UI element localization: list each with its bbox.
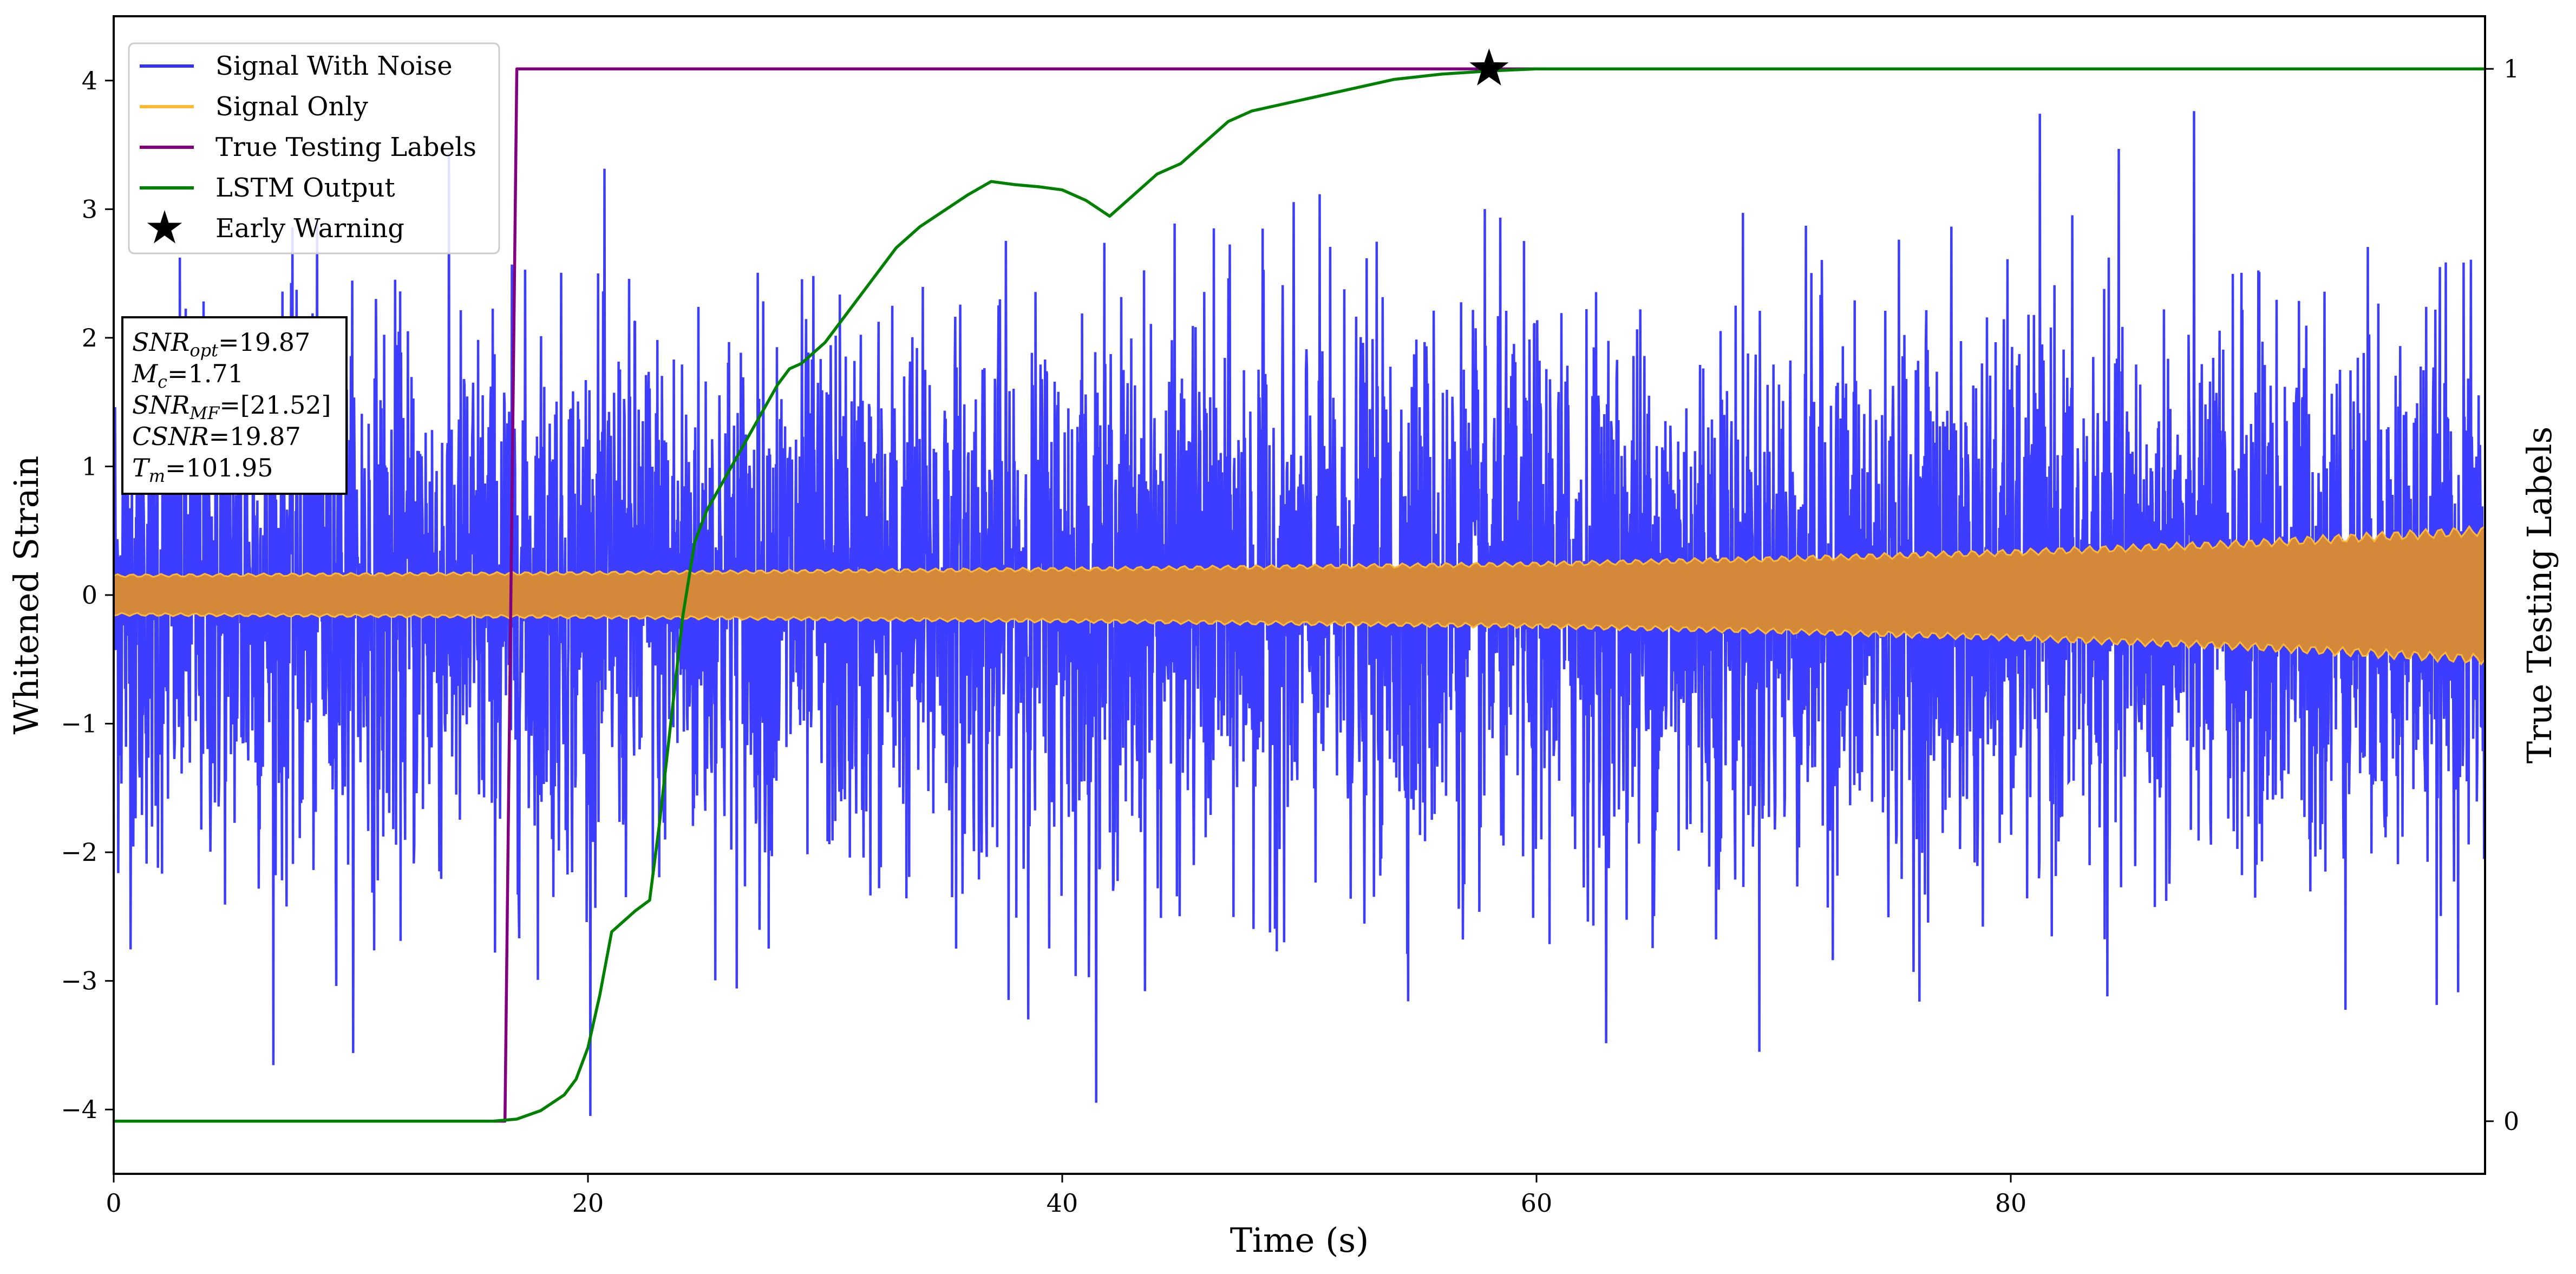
- y-tick-label: −4: [61, 1095, 97, 1124]
- legend-label: LSTM Output: [215, 173, 395, 203]
- snr-annotation-box: SNRopt=19.87Mc=1.71SNRMF=[21.52]CSNR=19.…: [121, 316, 348, 495]
- x-tick-label: 80: [1995, 1188, 2027, 1218]
- x-axis-title: Time (s): [1230, 1220, 1369, 1260]
- legend-label: Signal Only: [215, 92, 368, 122]
- legend-item: Signal Only: [140, 92, 368, 122]
- legend-label: Signal With Noise: [215, 51, 453, 81]
- annotation-line: SNRopt=19.87: [132, 328, 310, 361]
- annotation-line: Mc=1.71: [132, 359, 244, 392]
- series-signal-only: [114, 525, 2485, 666]
- legend-item: True Testing Labels: [140, 132, 476, 162]
- y-tick-label: −2: [61, 838, 97, 867]
- legend-label: Early Warning: [215, 213, 404, 244]
- early-warning-marker: [1469, 48, 1509, 86]
- legend-item: Early Warning: [147, 210, 404, 244]
- y2-axis-title: True Testing Labels: [2520, 427, 2559, 764]
- legend-item: Signal With Noise: [140, 51, 453, 81]
- y-axis-title: Whitened Strain: [6, 456, 46, 735]
- legend: Signal With Noise Signal Only True Testing…: [128, 42, 500, 254]
- annotation-line: SNRMF=[21.52]: [132, 390, 331, 423]
- x-tick-label: 40: [1047, 1188, 1078, 1218]
- annotation-frame: [121, 316, 348, 495]
- y-tick-label: 1: [82, 452, 97, 481]
- y-tick-label: 0: [82, 580, 97, 610]
- plot-area: [114, 67, 2485, 1123]
- legend-item: LSTM Output: [140, 173, 395, 203]
- y2-tick-label: 0: [2503, 1107, 2519, 1136]
- legend-star-icon: [147, 210, 182, 244]
- y-tick-label: 4: [82, 66, 97, 95]
- x-tick-label: 0: [106, 1188, 121, 1218]
- annotation-line: Tm=101.95: [132, 453, 273, 486]
- y-tick-label: 2: [82, 323, 97, 352]
- y-tick-label: −1: [61, 709, 97, 739]
- series-lstm-output: [114, 67, 2485, 1123]
- x-tick-label: 60: [1521, 1188, 1553, 1218]
- y-tick-label: −3: [61, 966, 97, 996]
- legend-label: True Testing Labels: [215, 132, 476, 162]
- x-tick-label: 20: [572, 1188, 604, 1218]
- y2-tick-label: 1: [2503, 54, 2519, 83]
- annotation-line: CSNR=19.87: [132, 422, 301, 451]
- y-tick-label: 3: [82, 194, 97, 224]
- legend-frame: [128, 42, 500, 254]
